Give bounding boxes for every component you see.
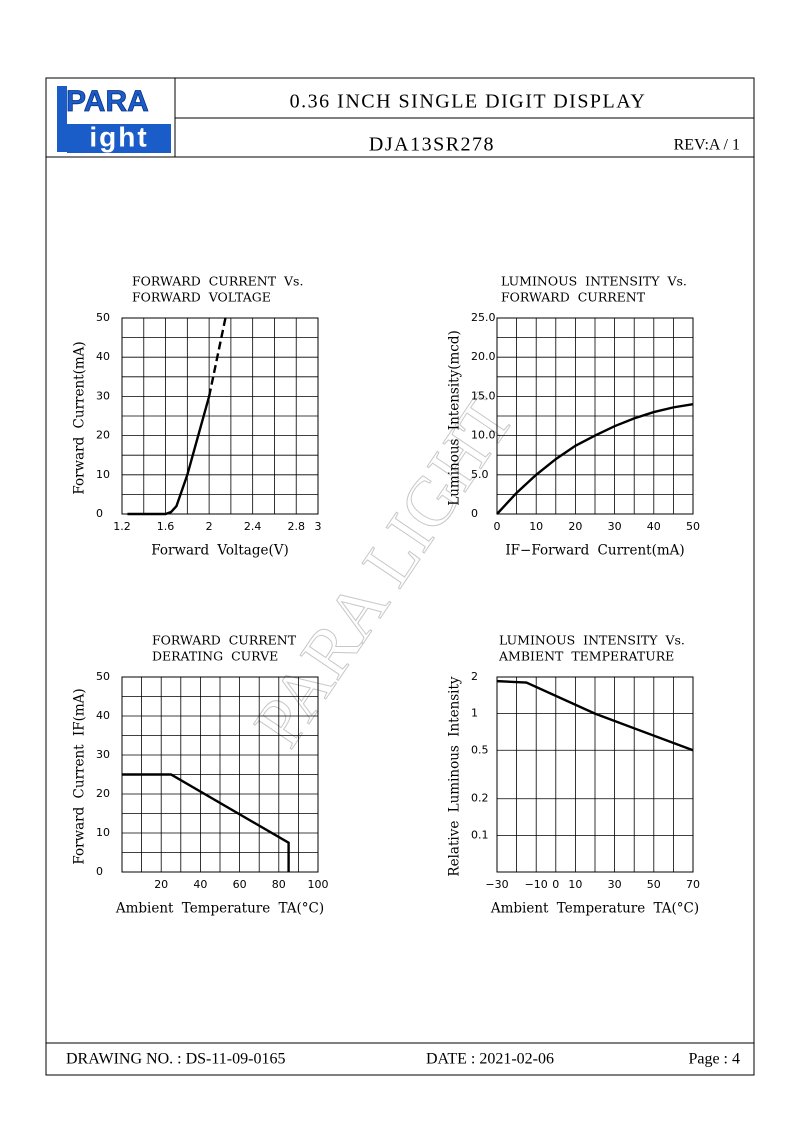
- y-tick-label: 20: [96, 787, 110, 800]
- chart-title: DERATING CURVE: [152, 649, 278, 664]
- y-tick-label: 1: [471, 707, 478, 720]
- curve: [496, 403, 694, 515]
- y-tick-label: 5.0: [471, 468, 489, 481]
- x-tick-label: 0: [494, 520, 501, 533]
- y-axis-label: Luminous Intensity(mcd): [447, 330, 463, 506]
- x-tick-label: 2.4: [244, 520, 262, 533]
- x-axis-label: Ambient Temperature TA(°C): [490, 901, 699, 917]
- x-tick-label: −30: [485, 878, 508, 891]
- x-tick-label: 40: [647, 520, 661, 533]
- x-tick-label: 60: [233, 878, 247, 891]
- y-tick-label: 0: [96, 507, 103, 520]
- logo-box: [67, 124, 171, 153]
- part-number: DJA13SR278: [369, 134, 495, 156]
- x-tick-label: −10: [525, 878, 548, 891]
- y-tick-label: 10: [96, 826, 110, 839]
- curve: [127, 396, 211, 516]
- chart-title: LUMINOUS INTENSITY Vs.: [501, 274, 687, 289]
- page-number: Page : 4: [688, 1051, 740, 1068]
- x-tick-label: 80: [272, 878, 286, 891]
- x-tick-label: 30: [608, 878, 622, 891]
- y-tick-label: 0.2: [471, 792, 489, 805]
- plot-frame: [496, 676, 694, 873]
- page-border: [45, 77, 755, 1076]
- y-tick-label: 30: [96, 748, 110, 761]
- logo-bottom: ight: [89, 121, 148, 152]
- chart-title: AMBIENT TEMPERATURE: [498, 649, 674, 664]
- x-tick-label: 1.2: [113, 520, 131, 533]
- chart-title: FORWARD VOLTAGE: [132, 290, 271, 305]
- y-tick-label: 20.0: [471, 350, 496, 363]
- plot-frame: [496, 317, 694, 515]
- y-axis-label: Forward Current(mA): [72, 341, 88, 494]
- y-tick-label: 0.1: [471, 828, 489, 841]
- chart-title: FORWARD CURRENT Vs.: [132, 274, 303, 289]
- chart-title: FORWARD CURRENT: [501, 290, 646, 305]
- x-tick-label: 100: [308, 878, 329, 891]
- y-tick-label: 50: [96, 670, 110, 683]
- y-tick-label: 50: [96, 311, 110, 324]
- x-tick-label: 70: [686, 878, 700, 891]
- curve: [207, 317, 227, 397]
- curve: [496, 679, 694, 752]
- y-tick-label: 20: [96, 429, 110, 442]
- x-tick-label: 50: [686, 520, 700, 533]
- x-tick-label: 1.6: [157, 520, 175, 533]
- x-tick-label: 2: [206, 520, 213, 533]
- y-tick-label: 0.5: [471, 743, 489, 756]
- x-axis-label: IF−Forward Current(mA): [505, 543, 684, 559]
- y-tick-label: 0: [96, 865, 103, 878]
- y-tick-label: 30: [96, 389, 110, 402]
- x-tick-label: 2.8: [287, 520, 305, 533]
- x-axis-label: Ambient Temperature TA(°C): [115, 901, 324, 917]
- y-axis-label: Relative Luminous Intensity: [447, 676, 463, 876]
- plot-frame: [121, 317, 319, 515]
- x-tick-label: 0: [552, 878, 559, 891]
- x-tick-label: 10: [568, 878, 582, 891]
- logo-top: PARA: [66, 85, 149, 118]
- chart-title: LUMINOUS INTENSITY Vs.: [499, 633, 685, 648]
- x-tick-label: 3: [315, 520, 322, 533]
- curve: [122, 773, 290, 872]
- x-tick-label: 10: [529, 520, 543, 533]
- y-tick-label: 40: [96, 350, 110, 363]
- x-tick-label: 20: [154, 878, 168, 891]
- doc-title: 0.36 INCH SINGLE DIGIT DISPLAY: [290, 91, 647, 113]
- y-tick-label: 15.0: [471, 389, 496, 402]
- y-tick-label: 40: [96, 709, 110, 722]
- y-tick-label: 2: [471, 670, 478, 683]
- date: DATE : 2021-02-06: [426, 1051, 554, 1068]
- revision: REV:A / 1: [674, 137, 740, 154]
- x-tick-label: 20: [568, 520, 582, 533]
- logo-bar: [57, 86, 67, 152]
- x-axis-label: Forward Voltage(V): [151, 543, 289, 559]
- x-tick-label: 40: [193, 878, 207, 891]
- x-tick-label: 50: [647, 878, 661, 891]
- x-tick-label: 30: [608, 520, 622, 533]
- y-tick-label: 10.0: [471, 429, 496, 442]
- y-axis-label: Forward Current IF(mA): [72, 688, 88, 864]
- drawing-number: DRAWING NO. : DS-11-09-0165: [66, 1051, 285, 1068]
- y-tick-label: 0: [471, 507, 478, 520]
- chart-title: FORWARD CURRENT: [152, 633, 297, 648]
- y-tick-label: 25.0: [471, 311, 496, 324]
- y-tick-label: 10: [96, 468, 110, 481]
